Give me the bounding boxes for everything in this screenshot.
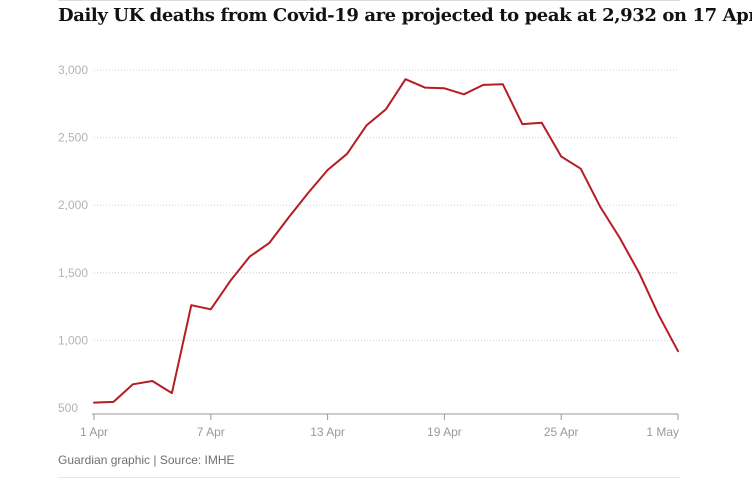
x-tick-label: 1 May <box>646 425 679 439</box>
data-point <box>91 400 97 406</box>
y-tick-label: 3,000 <box>58 63 88 77</box>
x-tick-label: 19 Apr <box>427 425 462 439</box>
data-point <box>188 302 194 308</box>
data-point <box>519 121 525 127</box>
source-note: Guardian graphic | Source: IMHE <box>58 453 235 467</box>
x-tick-label: 1 Apr <box>80 425 108 439</box>
y-tick-label: 2,000 <box>58 198 88 212</box>
data-point <box>130 381 136 387</box>
data-point <box>266 240 272 246</box>
data-point <box>500 81 506 87</box>
data-point <box>539 120 545 126</box>
data-point <box>305 190 311 196</box>
y-tick-label: 1,000 <box>58 333 88 347</box>
data-point <box>344 151 350 157</box>
data-point <box>636 270 642 276</box>
data-point <box>675 348 681 354</box>
data-point <box>208 306 214 312</box>
data-point <box>325 167 331 173</box>
series-line <box>93 78 679 404</box>
data-point <box>578 166 584 172</box>
data-point <box>247 254 253 260</box>
data-point <box>480 82 486 88</box>
series-layer <box>91 76 681 406</box>
gridlines: 500 1,000 1,500 2,000 2,500 3,000 <box>58 63 678 415</box>
data-point <box>149 378 155 384</box>
data-point <box>461 91 467 97</box>
bottom-rule <box>58 477 680 478</box>
data-point <box>364 122 370 128</box>
data-point <box>227 278 233 284</box>
x-tick-label: 25 Apr <box>544 425 579 439</box>
x-axis: 1 Apr 7 Apr 13 Apr 19 Apr 25 Apr 1 May <box>80 413 679 439</box>
y-tick-label: 2,500 <box>58 131 88 145</box>
data-point <box>441 85 447 91</box>
data-point <box>617 235 623 241</box>
data-point <box>111 399 117 405</box>
x-tick-label: 7 Apr <box>197 425 225 439</box>
data-point <box>656 312 662 318</box>
x-tick-label: 13 Apr <box>310 425 345 439</box>
data-point <box>403 76 409 82</box>
data-point <box>597 204 603 210</box>
chart-title: Daily UK deaths from Covid-19 are projec… <box>58 5 752 26</box>
data-point <box>383 106 389 112</box>
y-tick-label: 1,500 <box>58 266 88 280</box>
y-tick-label: 500 <box>58 401 78 415</box>
data-point <box>422 85 428 91</box>
top-rule <box>58 0 680 1</box>
data-point <box>558 154 564 160</box>
data-point <box>286 214 292 220</box>
data-point <box>169 390 175 396</box>
